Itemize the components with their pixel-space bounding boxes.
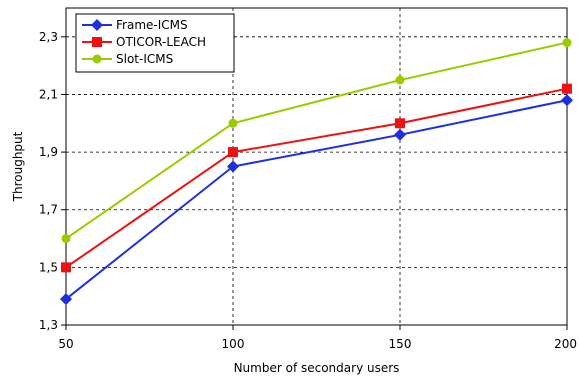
legend-label-oticor-leach: OTICOR-LEACH [116, 35, 206, 49]
series-line-frame-icms [65, 99, 568, 300]
y-tick-label: 2,3 [39, 30, 58, 44]
series-line-slot-icms [65, 41, 568, 240]
series-oticor-leach [61, 83, 572, 273]
y-tick-label: 1,9 [39, 145, 58, 159]
y-tick-label: 2,1 [39, 87, 58, 101]
series-frame-icms [60, 94, 573, 306]
data-point-slot-icms [228, 118, 238, 128]
x-axis-title: Number of secondary users [234, 361, 400, 375]
plot-area [65, 7, 568, 326]
data-point-frame-icms [60, 293, 72, 306]
data-point-frame-icms [227, 160, 239, 173]
data-point-frame-icms [561, 94, 573, 107]
data-point-oticor-leach [395, 118, 405, 129]
legend-marker-slot-icms [92, 54, 102, 64]
x-tick-label: 200 [554, 337, 577, 351]
legend: Frame-ICMS OTICOR-LEACH Slot-ICMS [75, 13, 235, 73]
legend-marker-frame-icms [91, 19, 103, 31]
legend-marker-oticor-leach [92, 37, 102, 47]
x-tick-label: 50 [58, 337, 73, 351]
y-tick-label: 1,7 [39, 203, 58, 217]
y-axis-ticks: 1,3 1,5 1,7 1,9 2,1 2,3 [39, 30, 66, 332]
y-tick-label: 1,3 [39, 318, 58, 332]
data-point-frame-icms [394, 128, 406, 141]
data-point-oticor-leach [228, 147, 238, 158]
data-point-oticor-leach [562, 83, 572, 94]
data-point-oticor-leach [61, 262, 71, 273]
data-point-slot-icms [395, 75, 405, 85]
y-axis-title: Throughput [11, 131, 25, 202]
legend-label-frame-icms: Frame-ICMS [116, 18, 188, 32]
x-tick-label: 100 [222, 337, 245, 351]
legend-label-slot-icms: Slot-ICMS [116, 52, 173, 66]
x-axis-ticks: 50 100 150 200 [58, 325, 577, 351]
series-slot-icms [61, 38, 572, 244]
series-line-oticor-leach [65, 87, 568, 269]
data-point-slot-icms [61, 234, 71, 244]
x-tick-label: 150 [389, 337, 412, 351]
series-layer [60, 38, 573, 306]
y-tick-label: 1,5 [39, 260, 58, 274]
data-point-slot-icms [562, 38, 572, 48]
